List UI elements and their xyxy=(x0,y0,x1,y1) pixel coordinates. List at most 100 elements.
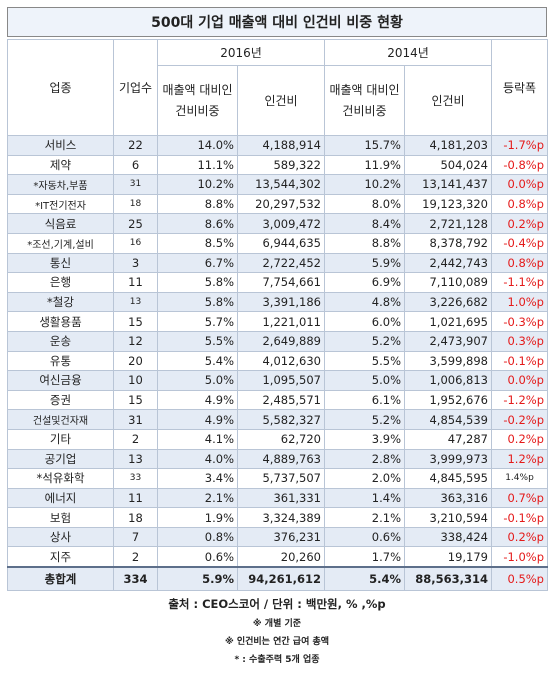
cost-2016-cell: 5,582,327 xyxy=(237,409,325,430)
header-count: 기업수 xyxy=(113,39,158,136)
ratio-2014-cell: 11.9% xyxy=(324,154,405,176)
change-cell: -1.7%p xyxy=(491,135,548,156)
count-cell: 3 xyxy=(113,252,158,274)
cost-2014-cell: 1,006,813 xyxy=(404,370,492,391)
ratio-2014-cell: 0.6% xyxy=(324,526,405,548)
total-ratio-2014: 5.4% xyxy=(324,565,405,592)
cost-2016-cell: 62,720 xyxy=(237,428,325,450)
ratio-2014-cell: 2.0% xyxy=(324,468,405,489)
count-cell: 13 xyxy=(113,448,158,470)
industry-cell: 식음료 xyxy=(7,213,114,234)
table-row: 공기업 13 4.0% 4,889,763 2.8% 3,999,973 1.2%p xyxy=(7,448,548,470)
change-cell: 1.0%p xyxy=(491,291,548,313)
change-cell: 0.2%p xyxy=(491,213,548,234)
ratio-2014-cell: 5.0% xyxy=(324,370,405,391)
cost-2014-cell: 4,181,203 xyxy=(404,135,492,156)
change-cell: 1.4%p xyxy=(491,468,548,489)
ratio-2016-cell: 5.4% xyxy=(157,350,238,372)
cost-2016-cell: 5,737,507 xyxy=(237,468,325,489)
table-row: 제약 6 11.1% 589,322 11.9% 504,024 -0.8%p xyxy=(7,154,548,176)
ratio-2016-cell: 5.7% xyxy=(157,311,238,332)
industry-cell: 서비스 xyxy=(7,135,114,156)
change-cell: 0.3%p xyxy=(491,330,548,352)
cost-2016-cell: 376,231 xyxy=(237,526,325,548)
ratio-2014-cell: 5.2% xyxy=(324,330,405,352)
cost-2014-cell: 3,226,682 xyxy=(404,291,492,313)
table-row: *석유화학 33 3.4% 5,737,507 2.0% 4,845,595 1.4%p xyxy=(7,468,548,489)
ratio-2016-cell: 14.0% xyxy=(157,135,238,156)
table-row: 기타 2 4.1% 62,720 3.9% 47,287 0.2%p xyxy=(7,428,548,450)
count-cell: 11 xyxy=(113,487,158,509)
table-row: 상사 7 0.8% 376,231 0.6% 338,424 0.2%p xyxy=(7,526,548,548)
count-cell: 31 xyxy=(113,409,158,430)
ratio-2014-cell: 2.1% xyxy=(324,507,405,528)
change-cell: 0.8%p xyxy=(491,193,548,215)
report-container: 500대 기업 매출액 대비 인건비 비중 현황 업종 기업수 2016년 20… xyxy=(7,7,548,669)
industry-cell: 운송 xyxy=(7,330,114,352)
count-cell: 18 xyxy=(113,507,158,528)
table-row: 운송 12 5.5% 2,649,889 5.2% 2,473,907 0.3%p xyxy=(7,330,548,352)
change-cell: 0.0%p xyxy=(491,370,548,391)
ratio-2014-cell: 6.1% xyxy=(324,389,405,411)
ratio-2014-cell: 8.0% xyxy=(324,193,405,215)
cost-2016-cell: 6,944,635 xyxy=(237,232,325,254)
ratio-2014-cell: 5.9% xyxy=(324,252,405,274)
header-ratio-2016: 매출액 대비인건비비중 xyxy=(157,65,238,136)
cost-2014-cell: 4,854,539 xyxy=(404,409,492,430)
ratio-2016-cell: 8.6% xyxy=(157,213,238,234)
cost-2014-cell: 3,599,898 xyxy=(404,350,492,372)
count-cell: 11 xyxy=(113,272,158,293)
industry-cell: 기타 xyxy=(7,428,114,450)
cost-2016-cell: 2,722,452 xyxy=(237,252,325,274)
count-cell: 10 xyxy=(113,370,158,391)
total-cost-2014: 88,563,314 xyxy=(404,565,492,592)
cost-2014-cell: 1,021,695 xyxy=(404,311,492,332)
cost-2014-cell: 13,141,437 xyxy=(404,174,492,195)
labor-cost-table: 업종 기업수 2016년 2014년 등락폭 매출액 대비인건비비중 인건비 매… xyxy=(7,39,548,592)
change-cell: -0.1%p xyxy=(491,350,548,372)
count-cell: 12 xyxy=(113,330,158,352)
count-cell: 31 xyxy=(113,174,158,195)
cost-2014-cell: 363,316 xyxy=(404,487,492,509)
count-cell: 18 xyxy=(113,193,158,215)
total-industry: 총합계 xyxy=(7,565,114,592)
cost-2016-cell: 4,889,763 xyxy=(237,448,325,470)
ratio-2016-cell: 4.9% xyxy=(157,409,238,430)
ratio-2014-cell: 4.8% xyxy=(324,291,405,313)
cost-2016-cell: 3,009,472 xyxy=(237,213,325,234)
cost-2016-cell: 1,095,507 xyxy=(237,370,325,391)
industry-cell: 생활용품 xyxy=(7,311,114,332)
industry-cell: 통신 xyxy=(7,252,114,274)
total-cost-2016: 94,261,612 xyxy=(237,565,325,592)
header-cost-2016: 인건비 xyxy=(237,65,325,136)
industry-cell: 지주 xyxy=(7,546,114,568)
header-change: 등락폭 xyxy=(491,39,548,136)
total-change: 0.5%p xyxy=(491,565,548,592)
change-cell: 0.0%p xyxy=(491,174,548,195)
total-count: 334 xyxy=(113,565,158,592)
count-cell: 20 xyxy=(113,350,158,372)
table-row: *철강 13 5.8% 3,391,186 4.8% 3,226,682 1.0%p xyxy=(7,291,548,313)
cost-2014-cell: 504,024 xyxy=(404,154,492,176)
cost-2016-cell: 20,297,532 xyxy=(237,193,325,215)
industry-cell: 증권 xyxy=(7,389,114,411)
note-labor-cost: ※ 인건비는 연간 급여 총액 xyxy=(224,637,330,648)
table-row: 유통 20 5.4% 4,012,630 5.5% 3,599,898 -0.1%p xyxy=(7,350,548,372)
ratio-2016-cell: 1.9% xyxy=(157,507,238,528)
cost-2014-cell: 1,952,676 xyxy=(404,389,492,411)
ratio-2014-cell: 1.7% xyxy=(324,546,405,568)
ratio-2014-cell: 8.8% xyxy=(324,232,405,254)
cost-2014-cell: 338,424 xyxy=(404,526,492,548)
ratio-2016-cell: 5.8% xyxy=(157,291,238,313)
cost-2016-cell: 2,485,571 xyxy=(237,389,325,411)
change-cell: -1.0%p xyxy=(491,546,548,568)
cost-2014-cell: 7,110,089 xyxy=(404,272,492,293)
header-2014: 2014년 xyxy=(324,39,492,66)
ratio-2014-cell: 10.2% xyxy=(324,174,405,195)
ratio-2016-cell: 5.0% xyxy=(157,370,238,391)
change-cell: 0.2%p xyxy=(491,526,548,548)
ratio-2014-cell: 2.8% xyxy=(324,448,405,470)
change-cell: -0.1%p xyxy=(491,507,548,528)
industry-cell: *자동차,부품 xyxy=(7,174,114,195)
industry-cell: 상사 xyxy=(7,526,114,548)
